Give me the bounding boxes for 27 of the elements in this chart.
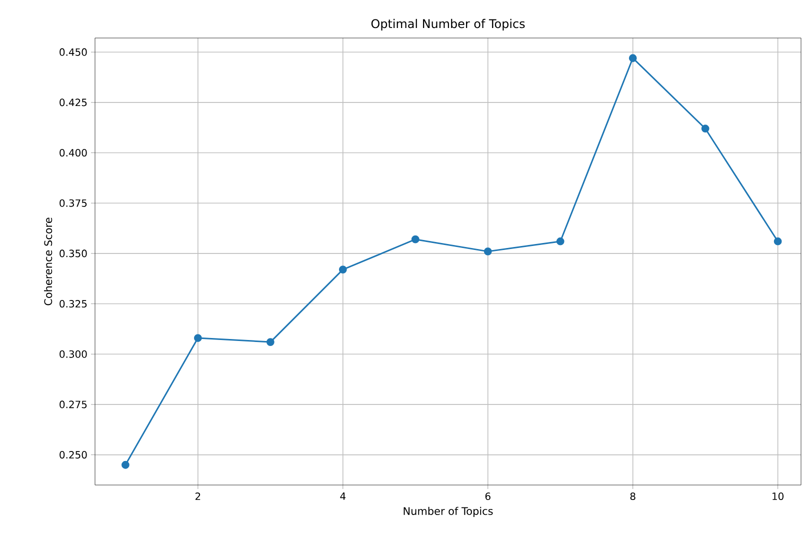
y-tick-label: 0.450	[60, 48, 87, 56]
point	[411, 235, 420, 244]
y-tick-label: 0.325	[60, 300, 87, 308]
point	[266, 338, 274, 346]
y-tick-label: 0.425	[60, 98, 87, 106]
chart-title: Optimal Number of Topics	[371, 18, 525, 30]
y-axis-title: Coherence Score	[44, 218, 52, 306]
point	[484, 247, 492, 256]
point	[556, 237, 564, 246]
y-tick-label: 0.375	[60, 199, 87, 207]
y-tick-label: 0.275	[60, 400, 87, 408]
y-tick-label: 0.350	[60, 250, 87, 258]
point	[628, 54, 637, 62]
y-tick-label: 0.400	[60, 148, 87, 157]
point	[338, 266, 347, 274]
x-tick-label: 10	[772, 492, 784, 500]
y-tick-label: 0.300	[60, 350, 87, 358]
y-tick-label: 0.250	[60, 451, 87, 459]
x-tick-label: 4	[340, 492, 346, 500]
point	[121, 460, 130, 469]
x-tick-label: 2	[195, 492, 200, 500]
x-axis-title: Number of Topics	[404, 506, 493, 518]
point	[774, 237, 782, 246]
point	[701, 124, 710, 133]
x-tick-label: 6	[485, 492, 490, 500]
point	[194, 334, 202, 342]
x-tick-label: 8	[630, 492, 636, 500]
